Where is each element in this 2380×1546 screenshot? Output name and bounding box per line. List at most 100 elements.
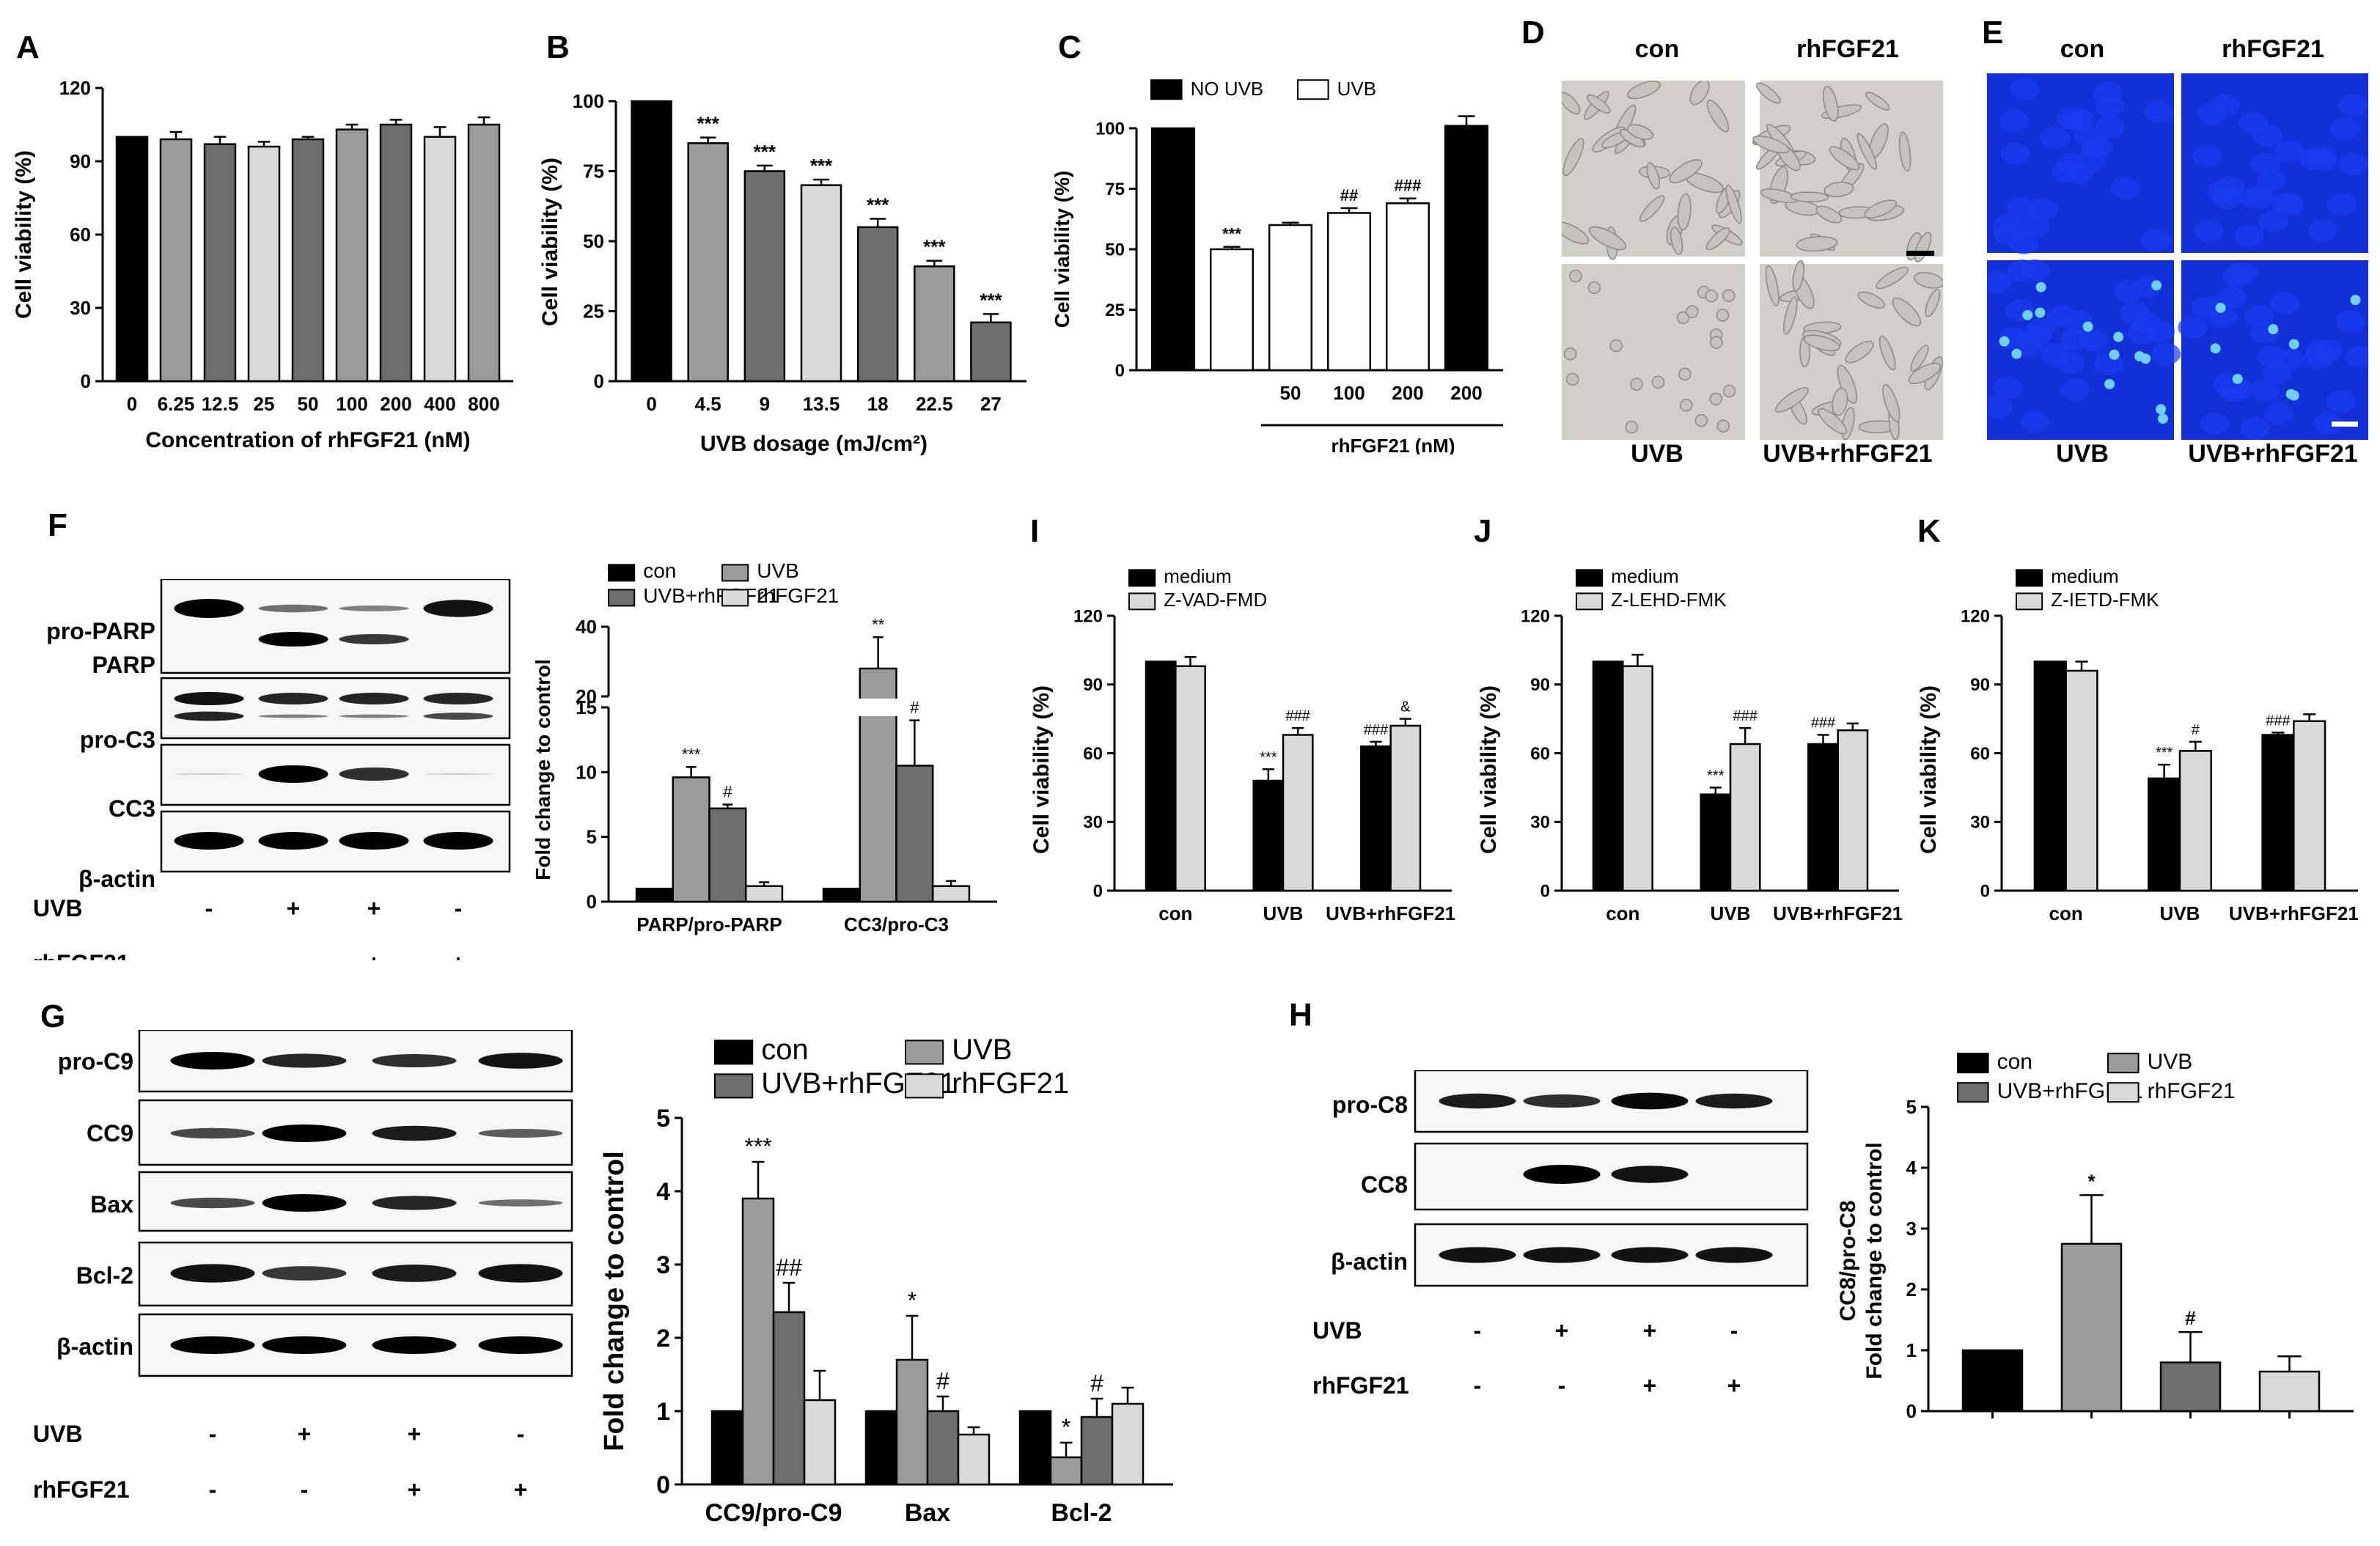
legend-swatch [2016,569,2043,587]
y-tick-label: 60 [1530,744,1550,764]
legend-swatch [2107,1082,2140,1103]
significance-mark: *** [697,113,720,135]
protein-band [1439,1093,1516,1109]
x-tick-label: 800 [468,393,499,415]
protein-band [339,634,409,644]
bar [1175,665,1206,892]
bar [2178,750,2212,892]
treatment-sign: - [205,950,213,960]
nucleus [2141,229,2171,252]
protein-band [174,692,244,705]
bar [203,143,237,383]
significance-mark: *** [2156,745,2173,761]
apoptotic-nucleus [2113,331,2124,342]
apoptotic-nucleus [2035,307,2046,318]
micro-d-top-left: con [1634,35,1680,63]
legend-label: UVB [1337,78,1376,100]
bar [379,123,413,383]
cell [1680,399,1693,412]
legend-label: UVB [2148,1050,2193,1074]
y-tick-label: 0 [587,891,597,913]
cell [1646,162,1660,190]
significance-mark: ## [776,1254,802,1281]
nucleus [2274,140,2304,163]
protein-band [339,714,409,718]
x-tick-label: CC9/pro-C9 [705,1499,842,1527]
y-tick-label: 0 [1093,881,1103,901]
y-tick-label: 2 [656,1325,670,1352]
micro-e-bottom-left: UVB [2056,440,2109,468]
nucleus [2327,193,2357,216]
nucleus [2326,390,2357,413]
y-tick-label: 30 [1530,813,1550,833]
cell [1678,367,1692,381]
protein-band [170,1197,255,1209]
legend-swatch [1957,1053,1989,1074]
nucleus [2110,177,2140,199]
protein-band [1695,1247,1773,1263]
protein-band [423,713,493,720]
nucleus [2144,100,2174,123]
protein-band [423,773,493,775]
x-tick-label: 50 [298,393,319,415]
nucleus [2007,259,2037,282]
protein-band [478,1199,563,1207]
treatment-sign: + [367,895,381,921]
legend-swatch [721,564,749,582]
x-tick-label: UVB [1263,902,1304,924]
micro-e-top-right: rhFGF21 [2222,35,2324,63]
treatment-sign: - [1730,1317,1738,1344]
axis-break-gap [856,699,900,716]
apoptotic-nucleus [2022,309,2033,320]
legend-swatch [1150,79,1183,100]
chart-c: 0 25 50 75 100 *** 50 ## 100 ### 200 200 Cell viabil… [1051,78,1503,454]
cell [1803,334,1840,352]
protein-band [258,832,328,850]
significance-mark: ### [1364,722,1389,738]
micro-e-top-left: con [2060,35,2105,63]
protein-band [478,1129,563,1138]
y-tick-label: 25 [583,301,604,323]
micro-e-bottom-right: UVB+rhFGF21 [2188,440,2358,468]
treatment-label: UVB [1312,1317,1362,1344]
treatment-label: UVB [33,895,83,921]
bar [291,138,325,383]
y-tick-label: 0 [594,370,604,392]
blot-row-label: Bcl-2 [76,1262,133,1289]
blot-row-label: β-actin [56,1333,133,1360]
protein-band [339,693,409,704]
bar [1282,734,1314,892]
y-tick-label: 0 [81,370,91,392]
x-tick-label: con [1606,902,1639,924]
bar [687,142,729,383]
legend-label: con [761,1034,809,1066]
apoptotic-nucleus [2215,302,2226,313]
y-axis-label: Cell viability (%) [1029,685,1054,854]
y-tick-label: 0 [656,1471,670,1499]
x-tick-label: 12.5 [202,393,239,415]
apoptotic-nucleus [2134,350,2145,361]
y-tick-label: 4 [656,1178,670,1206]
bar [423,136,457,383]
protein-band [372,1336,457,1354]
y-tick-label: 3 [656,1251,670,1279]
cell [1775,387,1809,413]
y-tick-label: 1 [656,1398,670,1426]
blot-row-label: CC3 [109,795,155,822]
protein-band [339,768,409,781]
blot-row-label: pro-C9 [58,1048,133,1075]
x-tick-label: UVB+rhFGF21 [2229,902,2359,924]
cell [1694,413,1708,427]
x-tick-label: 27 [980,393,1002,415]
bar [1252,779,1285,892]
panel-label-k: K [1917,513,1941,549]
nucleus [2258,210,2288,232]
nucleus [2338,94,2368,117]
protein-band [1695,1093,1773,1109]
significance-mark: *** [980,289,1002,311]
apoptotic-nucleus [2288,339,2299,350]
legend-label: rhFGF21 [2148,1079,2236,1103]
micrograph-e [1982,73,2375,440]
legend-label: medium [1164,565,1231,587]
